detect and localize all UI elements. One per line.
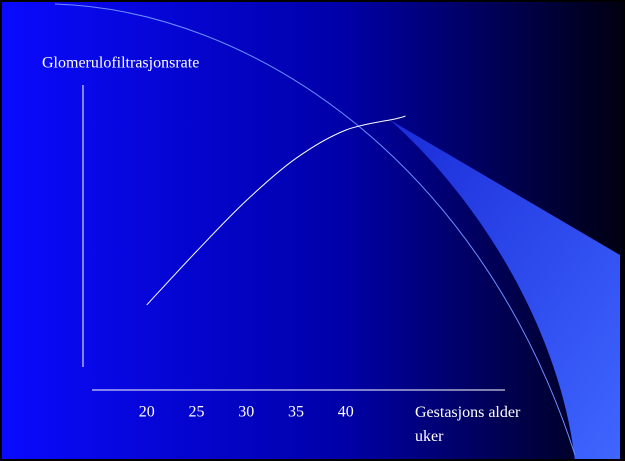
x-tick-label: 30 [238, 404, 254, 421]
x-axis-label: Gestasjons alder uker [415, 404, 521, 445]
decor-band [390, 120, 620, 461]
x-tick-label: 35 [288, 404, 304, 421]
chart-title: Glomerulofiltrasjonsrate [42, 55, 199, 72]
x-tick-label: 40 [338, 404, 354, 421]
x-tick-label: 20 [139, 404, 155, 421]
x-tick-label: 25 [188, 404, 204, 421]
line [146, 115, 406, 306]
decor-arc [54, 3, 576, 456]
